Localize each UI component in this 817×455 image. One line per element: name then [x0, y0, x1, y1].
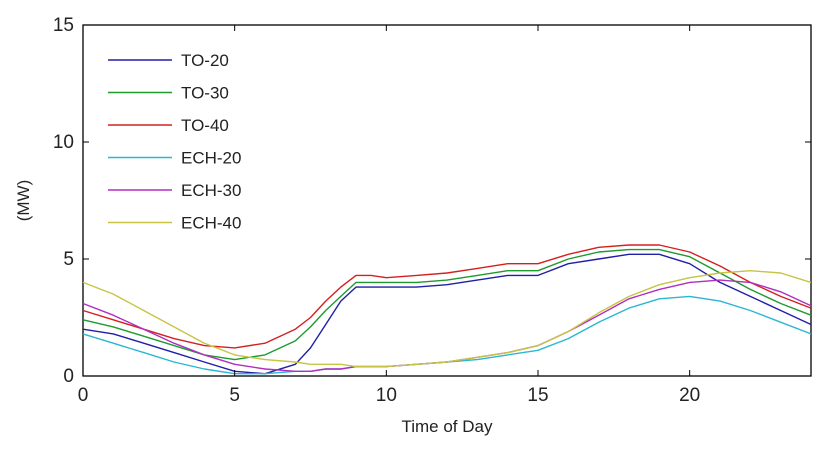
- legend-label: ECH-20: [181, 149, 241, 168]
- y-tick-label: 0: [63, 366, 74, 387]
- axis-layer: 0 5 10 15 20 0 5 10 15: [53, 15, 811, 406]
- legend-label: TO-20: [181, 51, 229, 70]
- legend-label: TO-40: [181, 116, 229, 135]
- series-line-6: [82, 270, 812, 368]
- plot-area: [82, 24, 812, 377]
- x-tick-label: 0: [78, 385, 89, 406]
- x-tick-label: 20: [679, 385, 700, 406]
- series-line-2: [82, 248, 812, 361]
- legend: TO-20 TO-30 TO-40 ECH-20 ECH-30 ECH-40: [108, 51, 241, 233]
- x-axis-title: Time of Day: [401, 417, 493, 436]
- legend-label: ECH-30: [181, 181, 241, 200]
- x-tick-label: 10: [376, 385, 397, 406]
- legend-label: ECH-40: [181, 214, 241, 233]
- y-tick-label: 10: [53, 132, 74, 153]
- x-tick-label: 5: [229, 385, 240, 406]
- y-tick-label: 15: [53, 15, 74, 36]
- series-line-3: [82, 244, 812, 349]
- series-layer: [82, 244, 812, 375]
- legend-label: TO-30: [181, 84, 229, 103]
- series-line-1: [82, 253, 812, 375]
- y-tick-label: 5: [63, 249, 74, 270]
- y-axis-title: (MW): [14, 180, 33, 222]
- x-tick-label: 15: [527, 385, 548, 406]
